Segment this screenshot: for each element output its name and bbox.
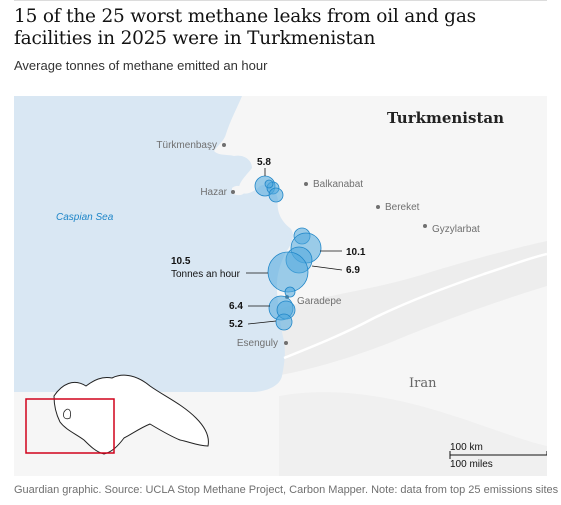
caspian-sea	[14, 96, 293, 392]
svg-text:Türkmenbaşy: Türkmenbaşy	[156, 140, 217, 151]
svg-text:Balkanabat: Balkanabat	[313, 179, 363, 190]
annotation-10-1: 10.1	[320, 247, 366, 258]
svg-text:Gyzylarbat: Gyzylarbat	[432, 224, 480, 235]
svg-text:100 km: 100 km	[450, 442, 483, 453]
islands	[232, 185, 245, 196]
bubble	[268, 187, 284, 203]
caspian-sea-label: Caspian Sea	[56, 212, 114, 223]
subtitle: Average tonnes of methane emitted an hou…	[14, 58, 268, 73]
top-rule	[14, 0, 547, 1]
bubble	[267, 251, 309, 293]
svg-text:5.2: 5.2	[229, 319, 243, 330]
annotation-10-5: 10.5 Tonnes an hour	[171, 256, 268, 280]
city-bereket: Bereket	[376, 202, 420, 213]
emission-bubbles	[254, 175, 322, 331]
source-note: Guardian graphic. Source: UCLA Stop Meth…	[14, 484, 559, 496]
city-esenguly: Esenguly	[237, 338, 288, 349]
svg-text:6.4: 6.4	[229, 301, 243, 312]
city-hazar: Hazar	[200, 187, 235, 198]
svg-text:Bereket: Bereket	[385, 202, 420, 213]
svg-text:Hazar: Hazar	[200, 187, 227, 198]
turkmenistan-label: Turkmenistan	[387, 109, 504, 127]
scale-bar: 100 km 100 miles	[449, 442, 547, 470]
svg-text:Esenguly: Esenguly	[237, 338, 278, 349]
svg-text:100 miles: 100 miles	[450, 459, 493, 470]
map: Caspian Sea Turkmenistan Iran Türkmenbaş…	[14, 96, 547, 476]
bubble	[284, 286, 296, 298]
annotation-5-2: 5.2	[229, 319, 277, 330]
bubble	[275, 313, 293, 331]
svg-text:10.5: 10.5	[171, 256, 191, 267]
annotation-5-8: 5.8	[257, 157, 271, 176]
locator-turkmenistan-outline	[53, 374, 209, 455]
city-gyzylarbat: Gyzylarbat	[423, 224, 480, 235]
svg-text:Tonnes an hour: Tonnes an hour	[171, 269, 241, 280]
headline: 15 of the 25 worst methane leaks from oi…	[14, 6, 476, 49]
svg-text:5.8: 5.8	[257, 157, 271, 168]
city-turkmenbashy: Türkmenbaşy	[156, 140, 226, 151]
locator-box	[25, 398, 115, 454]
annotation-6-9: 6.9	[311, 265, 360, 276]
city-balkanabat: Balkanabat	[304, 179, 363, 190]
bubble	[264, 179, 274, 189]
svg-text:10.1: 10.1	[346, 247, 366, 258]
locator-inset	[25, 374, 209, 455]
svg-text:Garadepe: Garadepe	[297, 296, 342, 307]
annotation-6-4: 6.4	[229, 301, 270, 312]
turkmenistan-border	[283, 252, 547, 360]
iran-label: Iran	[409, 376, 437, 391]
svg-text:6.9: 6.9	[346, 265, 360, 276]
